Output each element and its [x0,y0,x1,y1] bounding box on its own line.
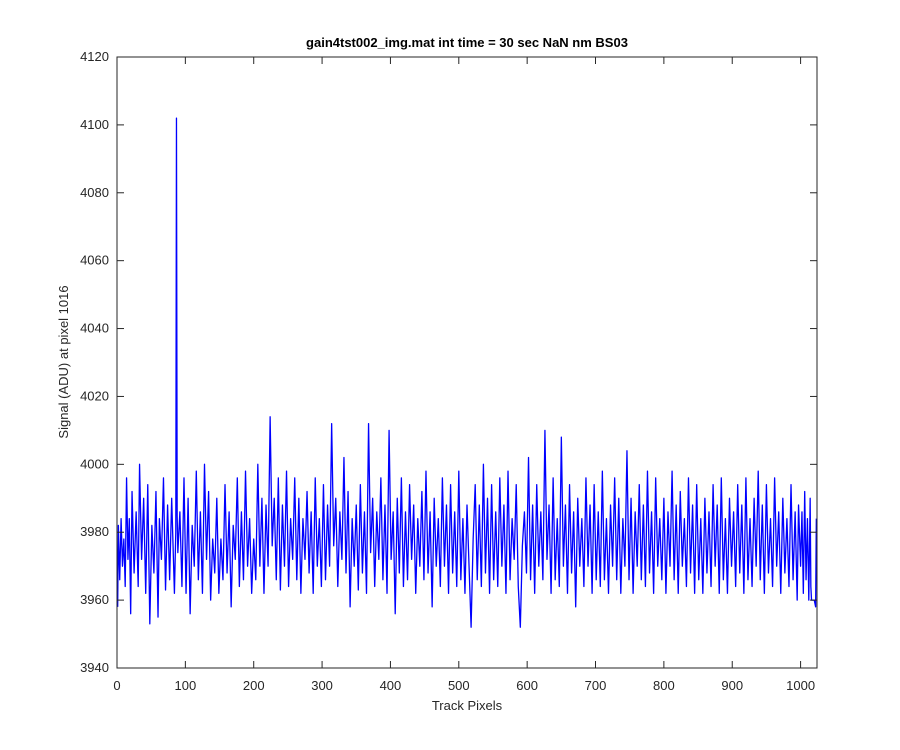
x-axis-label: Track Pixels [432,698,503,713]
x-tick-label: 0 [113,678,120,693]
y-tick-label: 4100 [80,117,109,132]
y-axis-label: Signal (ADU) at pixel 1016 [56,285,71,438]
x-tick-label: 400 [380,678,402,693]
signal-series-line [117,117,817,628]
y-tick-label: 4020 [80,388,109,403]
y-tick-label: 3940 [80,660,109,675]
x-tick-label: 100 [175,678,197,693]
plot-area [117,57,817,668]
x-tick-label: 900 [721,678,743,693]
ticks-layer: 0 100 200 300 400 500 600 700 800 900 1000 3940 3960… [80,49,817,693]
x-tick-label: 1000 [786,678,815,693]
x-tick-label: 200 [243,678,265,693]
x-tick-label: 500 [448,678,470,693]
x-tick-label: 700 [585,678,607,693]
y-tick-label: 4000 [80,456,109,471]
x-tick-label: 800 [653,678,675,693]
axes-box [116,56,818,669]
x-tick-label: 600 [516,678,538,693]
y-tick-label: 4080 [80,185,109,200]
series-layer [117,117,817,628]
chart-title: gain4tst002_img.mat int time = 30 sec Na… [306,35,628,50]
y-tick-label: 4120 [80,49,109,64]
y-tick-label: 4040 [80,321,109,336]
y-tick-label: 3960 [80,592,109,607]
y-tick-label: 4060 [80,253,109,268]
y-tick-label: 3980 [80,524,109,539]
x-tick-label: 300 [311,678,333,693]
